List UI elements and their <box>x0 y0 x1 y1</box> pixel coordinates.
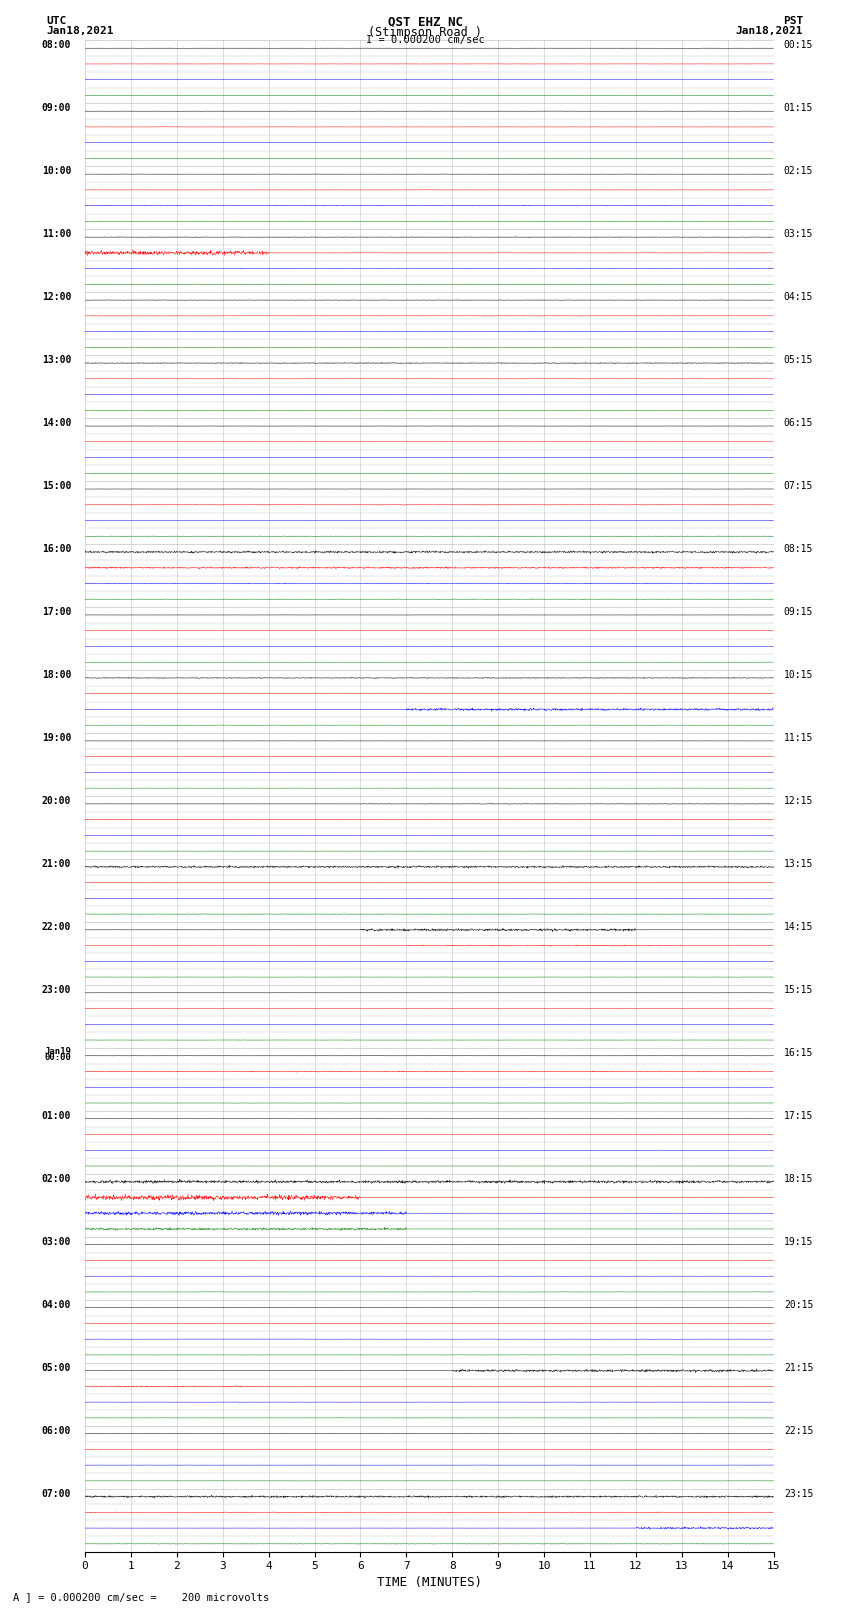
Text: 21:15: 21:15 <box>784 1363 813 1373</box>
Text: 03:15: 03:15 <box>784 229 813 239</box>
Text: 17:00: 17:00 <box>42 606 71 618</box>
Text: 06:15: 06:15 <box>784 418 813 427</box>
Text: 09:00: 09:00 <box>42 103 71 113</box>
Text: 13:15: 13:15 <box>784 860 813 869</box>
Text: I = 0.000200 cm/sec: I = 0.000200 cm/sec <box>366 35 484 45</box>
Text: 10:00: 10:00 <box>42 166 71 176</box>
Text: 04:15: 04:15 <box>784 292 813 302</box>
Text: Jan18,2021: Jan18,2021 <box>47 26 114 35</box>
Text: 12:00: 12:00 <box>42 292 71 302</box>
Text: 01:00: 01:00 <box>42 1111 71 1121</box>
Text: 05:15: 05:15 <box>784 355 813 365</box>
Text: Jan19: Jan19 <box>44 1047 71 1057</box>
Text: 16:00: 16:00 <box>42 544 71 555</box>
Text: 03:00: 03:00 <box>42 1237 71 1247</box>
Text: (Stimpson Road ): (Stimpson Road ) <box>368 26 482 39</box>
Text: Jan18,2021: Jan18,2021 <box>736 26 803 35</box>
Text: 21:00: 21:00 <box>42 860 71 869</box>
Text: 17:15: 17:15 <box>784 1111 813 1121</box>
Text: 11:15: 11:15 <box>784 732 813 744</box>
Text: 07:00: 07:00 <box>42 1489 71 1498</box>
Text: 18:15: 18:15 <box>784 1174 813 1184</box>
Text: 22:00: 22:00 <box>42 923 71 932</box>
Text: A ] = 0.000200 cm/sec =    200 microvolts: A ] = 0.000200 cm/sec = 200 microvolts <box>13 1592 269 1602</box>
Text: 10:15: 10:15 <box>784 669 813 681</box>
Text: 20:00: 20:00 <box>42 797 71 806</box>
Text: 06:00: 06:00 <box>42 1426 71 1436</box>
Text: 23:15: 23:15 <box>784 1489 813 1498</box>
Text: OST EHZ NC: OST EHZ NC <box>388 16 462 29</box>
Text: 16:15: 16:15 <box>784 1048 813 1058</box>
Text: 12:15: 12:15 <box>784 797 813 806</box>
Text: UTC: UTC <box>47 16 67 26</box>
Text: 01:15: 01:15 <box>784 103 813 113</box>
Text: 22:15: 22:15 <box>784 1426 813 1436</box>
Text: 00:00: 00:00 <box>44 1053 71 1063</box>
Text: 08:00: 08:00 <box>42 40 71 50</box>
Text: 02:00: 02:00 <box>42 1174 71 1184</box>
X-axis label: TIME (MINUTES): TIME (MINUTES) <box>377 1576 482 1589</box>
Text: 02:15: 02:15 <box>784 166 813 176</box>
Text: 11:00: 11:00 <box>42 229 71 239</box>
Text: 09:15: 09:15 <box>784 606 813 618</box>
Text: 04:00: 04:00 <box>42 1300 71 1310</box>
Text: PST: PST <box>783 16 803 26</box>
Text: 20:15: 20:15 <box>784 1300 813 1310</box>
Text: 05:00: 05:00 <box>42 1363 71 1373</box>
Text: 13:00: 13:00 <box>42 355 71 365</box>
Text: 15:00: 15:00 <box>42 481 71 490</box>
Text: 19:15: 19:15 <box>784 1237 813 1247</box>
Text: 14:00: 14:00 <box>42 418 71 427</box>
Text: 23:00: 23:00 <box>42 986 71 995</box>
Text: 19:00: 19:00 <box>42 732 71 744</box>
Text: 15:15: 15:15 <box>784 986 813 995</box>
Text: 14:15: 14:15 <box>784 923 813 932</box>
Text: 18:00: 18:00 <box>42 669 71 681</box>
Text: 07:15: 07:15 <box>784 481 813 490</box>
Text: 08:15: 08:15 <box>784 544 813 555</box>
Text: 00:15: 00:15 <box>784 40 813 50</box>
